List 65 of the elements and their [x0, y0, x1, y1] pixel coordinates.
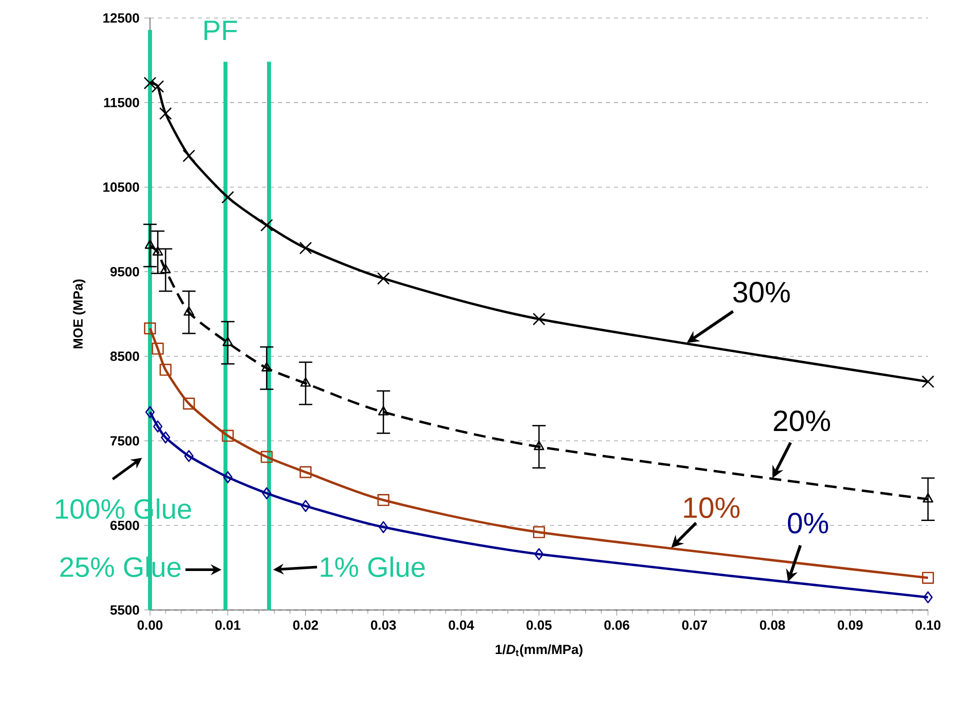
- point: [184, 306, 194, 316]
- y-tick-label: 7500: [110, 436, 140, 446]
- point: [532, 312, 546, 326]
- y-tick-label: 11500: [104, 98, 140, 108]
- point: [152, 342, 164, 355]
- y-axis-title: MOE (MPa): [72, 279, 86, 348]
- y-tick-label: 9500: [110, 266, 140, 276]
- x-tick-label: 0.08: [760, 620, 785, 630]
- x-tick-label: 0.06: [604, 620, 630, 630]
- point: [300, 466, 312, 478]
- x-tick-label: 0.00: [138, 620, 162, 630]
- point: [153, 420, 162, 432]
- x-tick-label: 0.01: [215, 620, 240, 630]
- point: [222, 336, 234, 346]
- point: [144, 239, 156, 249]
- series-label: 30%: [733, 282, 790, 303]
- point: [533, 526, 546, 538]
- x-tick-label: 0.09: [838, 620, 863, 630]
- point: [534, 440, 544, 450]
- y-tick-label: 10500: [103, 182, 140, 192]
- point: [300, 377, 311, 387]
- point: [182, 150, 196, 162]
- point: [299, 242, 312, 254]
- y-tick-label: 12500: [103, 13, 140, 23]
- point: [922, 572, 934, 584]
- point: [184, 450, 194, 462]
- point: [378, 406, 389, 416]
- y-tick-label: 5500: [110, 605, 140, 615]
- series-label: 20%: [774, 410, 830, 432]
- y-tick-label: 6500: [110, 520, 140, 530]
- point: [151, 80, 164, 93]
- x-tick-label: 0.02: [293, 620, 318, 630]
- point: [377, 494, 390, 506]
- point: [159, 107, 172, 120]
- point: [300, 500, 310, 512]
- point: [222, 430, 234, 442]
- point: [145, 406, 155, 418]
- annotation: PF: [204, 20, 237, 40]
- point: [922, 493, 934, 503]
- point: [223, 471, 232, 484]
- point: [160, 364, 172, 376]
- ref-line-label: 1% Glue: [320, 556, 425, 578]
- point: [262, 487, 272, 500]
- point: [922, 375, 934, 388]
- point: [160, 264, 171, 274]
- x-tick-label: 0.03: [370, 620, 396, 630]
- point: [160, 431, 170, 444]
- x-tick-label: 0.10: [916, 620, 940, 630]
- point: [377, 272, 390, 285]
- point: [261, 362, 272, 372]
- x-tick-label: 0.07: [682, 620, 707, 630]
- x-tick-label: 0.05: [526, 620, 552, 630]
- point: [923, 591, 933, 604]
- series-label: 10%: [684, 497, 740, 518]
- series-label: 0%: [788, 512, 828, 534]
- x-axis-title: 1/D$_{t}$(mm/MPa): [496, 644, 582, 657]
- point: [144, 76, 156, 90]
- y-tick-label: 8500: [110, 352, 140, 361]
- point: [534, 548, 544, 560]
- x-tick-label: 0.04: [448, 620, 474, 630]
- point: [144, 322, 156, 334]
- point: [378, 521, 388, 534]
- point: [260, 450, 273, 463]
- point: [260, 218, 274, 232]
- point: [182, 398, 195, 410]
